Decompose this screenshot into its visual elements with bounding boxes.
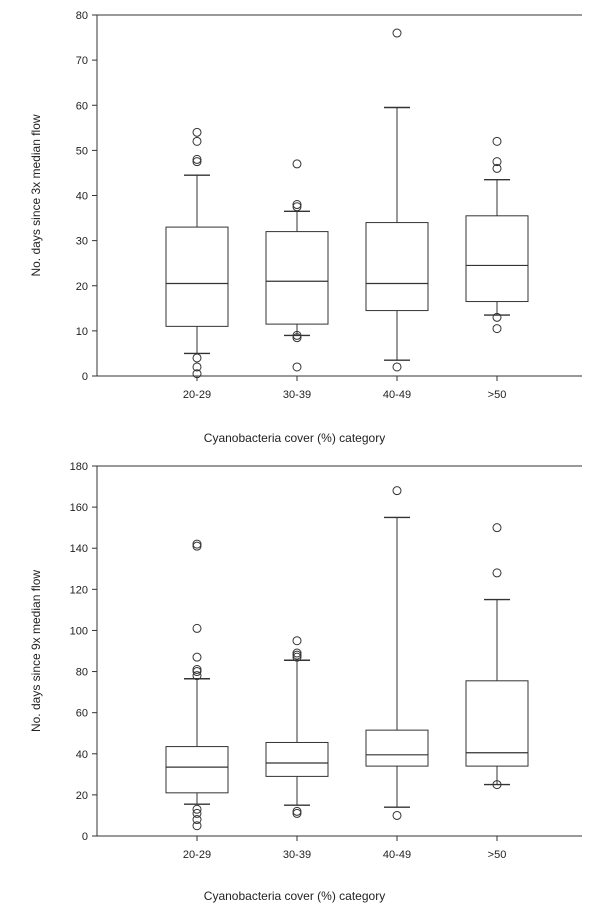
y-tick-label: 40	[76, 191, 88, 203]
y-axis-title: No. days since 3x median flow	[29, 114, 43, 276]
x-tick-label: 20-29	[183, 389, 211, 401]
outlier-point	[192, 665, 202, 674]
y-tick-label: 0	[82, 831, 88, 843]
y-tick-label: 60	[76, 100, 88, 112]
x-tick-label: >50	[488, 389, 507, 401]
outlier-point	[192, 539, 202, 549]
outlier-point	[292, 808, 302, 818]
outlier-point	[392, 28, 402, 38]
outlier-point	[492, 312, 502, 322]
x-tick-label: 40-49	[383, 389, 411, 401]
outlier-point	[492, 568, 502, 578]
y-tick-label: 30	[76, 236, 88, 248]
outlier-point	[192, 541, 202, 551]
y-tick-label: 120	[70, 584, 88, 596]
y-tick-label: 70	[76, 55, 88, 67]
y-tick-label: 40	[76, 749, 88, 761]
outlier-point	[192, 127, 202, 137]
outlier-point	[192, 623, 202, 633]
y-tick-label: 60	[76, 708, 88, 720]
outlier-point	[192, 136, 202, 146]
outlier-point	[392, 486, 402, 496]
y-tick-label: 20	[76, 281, 88, 293]
outlier-point	[292, 202, 302, 212]
outlier-point	[392, 810, 402, 820]
y-tick-label: 180	[70, 461, 88, 473]
outlier-point	[292, 159, 302, 169]
x-tick-label: 30-39	[283, 849, 311, 861]
iqr-box	[465, 680, 529, 767]
iqr-box	[265, 741, 329, 777]
y-tick-label: 10	[76, 326, 88, 338]
iqr-box	[165, 226, 229, 327]
iqr-box	[465, 215, 529, 303]
outlier-point	[192, 362, 202, 372]
outlier-point	[292, 650, 302, 660]
outlier-point	[192, 154, 202, 164]
y-tick-label: 80	[76, 10, 88, 22]
iqr-box	[265, 231, 329, 325]
outlier-point	[392, 362, 402, 372]
y-tick-label: 160	[70, 502, 88, 514]
outlier-point	[292, 806, 302, 816]
outlier-point	[192, 821, 202, 831]
x-axis-title: Cyanobacteria cover (%) category	[204, 889, 385, 903]
iqr-box	[365, 729, 429, 767]
x-tick-label: 30-39	[283, 389, 311, 401]
x-tick-label: 40-49	[383, 849, 411, 861]
outlier-point	[292, 636, 302, 646]
x-tick-label: 20-29	[183, 849, 211, 861]
outlier-point	[292, 333, 302, 343]
outlier-point	[492, 324, 502, 334]
outlier-point	[192, 353, 202, 363]
y-tick-label: 80	[76, 667, 88, 679]
outlier-point	[292, 200, 302, 210]
x-axis-title: Cyanobacteria cover (%) category	[204, 431, 385, 445]
outlier-point	[192, 652, 202, 662]
outlier-point	[192, 369, 202, 379]
y-tick-label: 20	[76, 790, 88, 802]
y-axis-title: No. days since 9x median flow	[29, 570, 43, 732]
outlier-point	[292, 648, 302, 658]
y-tick-label: 50	[76, 145, 88, 157]
outlier-point	[292, 362, 302, 372]
outlier-point	[492, 157, 502, 167]
y-tick-label: 140	[70, 543, 88, 555]
outlier-point	[192, 804, 202, 814]
outlier-point	[492, 780, 502, 790]
iqr-box	[365, 222, 429, 312]
outlier-point	[192, 808, 202, 818]
y-tick-label: 0	[82, 371, 88, 383]
outlier-point	[492, 163, 502, 173]
outlier-point	[492, 136, 502, 146]
outlier-point	[192, 671, 202, 681]
outlier-point	[192, 815, 202, 825]
outlier-point	[492, 523, 502, 533]
y-tick-label: 100	[70, 625, 88, 637]
outlier-point	[292, 330, 302, 340]
outlier-point	[192, 157, 202, 167]
iqr-box	[165, 746, 229, 794]
x-tick-label: >50	[488, 849, 507, 861]
